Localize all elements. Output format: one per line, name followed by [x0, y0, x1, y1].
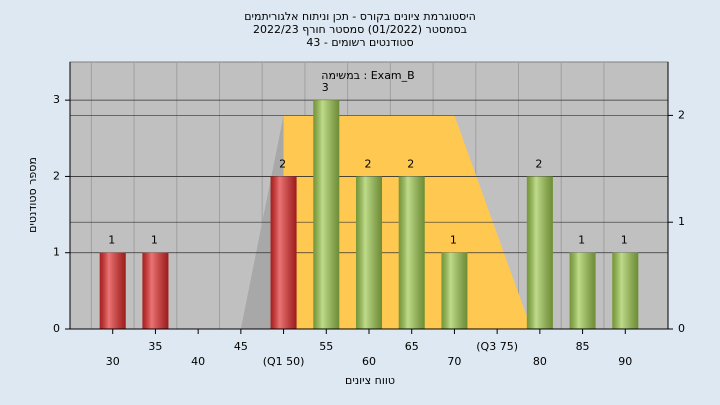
bar-shade [441, 252, 468, 329]
x-axis-label: טווח ציונים [345, 374, 395, 387]
bar-shade [142, 252, 169, 329]
bar-shade [313, 100, 340, 330]
y-tick-label: 0 [53, 322, 60, 335]
annotation: במשימה : Exam_B [321, 69, 414, 82]
x-tick-label: 30 [106, 355, 120, 368]
x-tick-label: 85 [576, 340, 590, 353]
y2-tick-label: 1 [678, 215, 685, 228]
bar-shade [270, 176, 297, 329]
bar-shade [569, 252, 596, 329]
y2-tick-label: 0 [678, 322, 685, 335]
x-tick-label: 35 [148, 340, 162, 353]
x-tick-label: (Q3 75) [476, 340, 518, 353]
y-tick-label: 1 [53, 246, 60, 259]
value-label: 2 [365, 157, 372, 170]
y-axis-label: מספר סטודנטים [26, 157, 39, 233]
bar-shade [356, 176, 382, 329]
bar-shade [99, 252, 126, 329]
value-label: 1 [108, 234, 115, 247]
x-tick-label: 55 [319, 340, 333, 353]
x-tick-label: 65 [405, 340, 419, 353]
title-line: בסמסטר (01/2022) סמסטר חורף 2022/23 [253, 23, 467, 36]
y-tick-label: 3 [53, 93, 60, 106]
bar-shade [398, 176, 425, 329]
title-line: סטודנטים רשומים - 43 [306, 36, 413, 49]
value-label: 1 [578, 234, 585, 247]
title-line: היסטוגרמת ציונים בקורס - תכן וניתוח אלגו… [244, 10, 476, 23]
x-tick-label: 40 [191, 355, 205, 368]
value-label: 1 [450, 234, 457, 247]
bar-shade [526, 176, 553, 329]
bar-shade [612, 252, 639, 329]
value-label: 3 [322, 81, 329, 94]
x-tick-label: 70 [447, 355, 461, 368]
x-tick-label: (Q1 50) [263, 355, 305, 368]
x-tick-label: 45 [234, 340, 248, 353]
y-tick-label: 2 [53, 169, 60, 182]
x-tick-label: 60 [362, 355, 376, 368]
value-label: 2 [535, 157, 542, 170]
value-label: 2 [279, 157, 286, 170]
value-label: 1 [621, 234, 628, 247]
value-label: 2 [407, 157, 414, 170]
x-tick-label: 90 [618, 355, 632, 368]
x-tick-label: 80 [533, 355, 547, 368]
y2-tick-label: 2 [678, 108, 685, 121]
value-label: 1 [151, 234, 158, 247]
